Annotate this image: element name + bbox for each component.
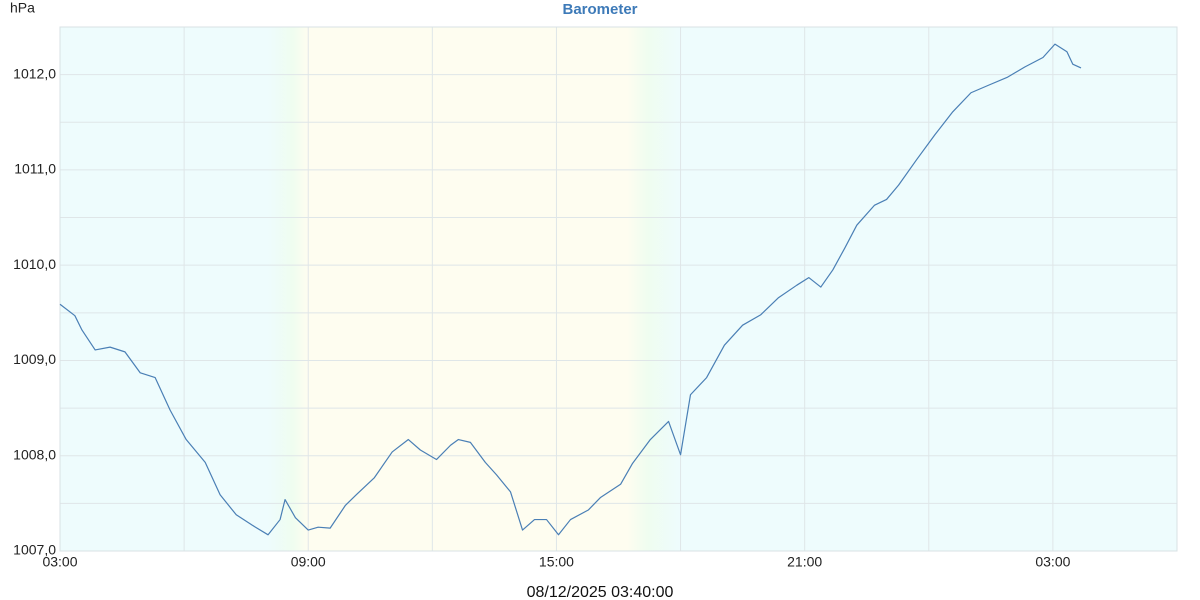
x-tick-label: 03:00 bbox=[42, 554, 77, 570]
y-axis-label: hPa bbox=[10, 0, 35, 16]
plot-border bbox=[59, 26, 1178, 552]
y-tick-label: 1010,0 bbox=[13, 256, 56, 272]
dusk-background bbox=[627, 27, 680, 551]
y-tick-label: 1008,0 bbox=[13, 446, 56, 462]
y-tick-label: 1011,0 bbox=[14, 161, 56, 177]
y-tick-label: 1012,0 bbox=[13, 65, 56, 81]
pressure-line bbox=[59, 43, 1082, 536]
x-tick-label: 09:00 bbox=[291, 554, 326, 570]
y-tick-label: 1007,0 bbox=[13, 542, 56, 558]
chart-title: Barometer bbox=[562, 1, 637, 18]
x-tick-label: 15:00 bbox=[539, 554, 574, 570]
y-tick-label: 1009,0 bbox=[13, 351, 56, 367]
footer-timestamp: 08/12/2025 03:40:00 bbox=[527, 584, 674, 600]
x-tick-label: 21:00 bbox=[787, 554, 822, 570]
x-tick-label: 03:00 bbox=[1035, 554, 1070, 570]
day-background bbox=[307, 27, 628, 551]
dawn-background bbox=[268, 27, 308, 551]
